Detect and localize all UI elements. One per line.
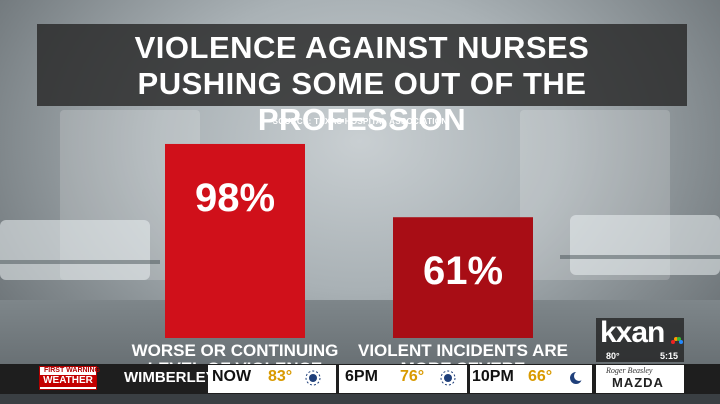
forecast-temp: 83°: [268, 368, 293, 385]
sun-icon: [305, 370, 321, 386]
bottom-strip: [0, 394, 720, 404]
bed-rail: [0, 260, 160, 264]
hospital-bed: [0, 220, 150, 280]
city-name: WIMBERLEY: [124, 369, 216, 386]
sun-icon: [440, 370, 456, 386]
hospital-bed: [570, 215, 720, 275]
station-logo-box: [596, 318, 684, 362]
bar-2: [393, 217, 533, 338]
bar-value-label: 98%: [194, 175, 276, 220]
title-band: [37, 24, 687, 106]
bar-category-label: VIOLENT INCIDENTS ARE MORE SEVERE: [358, 342, 568, 364]
sponsor-brand: MAZDA: [612, 375, 664, 390]
bar-category-label: WORSE OR CONTINUING LEVEL OF VIOLENCE: [131, 342, 339, 364]
forecast-period: 6PM: [345, 368, 378, 385]
logo-time: 5:15: [660, 351, 679, 361]
sponsor-box: [596, 365, 684, 393]
logo-temperature: 80°: [606, 351, 620, 361]
peacock-icon: [671, 337, 683, 344]
badge-bottom-text: WEATHER: [40, 375, 96, 387]
station-logo: kxan: [600, 316, 665, 349]
badge-top-text: FIRST WARNING: [44, 367, 100, 374]
forecast-temp: 76°: [400, 368, 425, 385]
forecast-period: 10PM: [472, 368, 514, 385]
bed-rail: [560, 255, 720, 259]
forecast-temp: 66°: [528, 368, 553, 385]
forecast-period: NOW: [212, 368, 252, 385]
sponsor-dealer: Roger Beasley: [606, 366, 653, 375]
title-line-1: VIOLENCE AGAINST NURSES: [134, 30, 590, 65]
bar-value-label: 61%: [422, 249, 504, 294]
title-line-2: PUSHING SOME OUT OF THE PROFESSION: [137, 66, 587, 137]
bar-1: [165, 143, 305, 338]
source-credit: SOURCE: TEXAS HOSPITAL ASSOCIATION: [272, 117, 448, 126]
graphic-title: VIOLENCE AGAINST NURSES PUSHING SOME OUT…: [37, 30, 687, 138]
moon-icon: [570, 371, 584, 384]
